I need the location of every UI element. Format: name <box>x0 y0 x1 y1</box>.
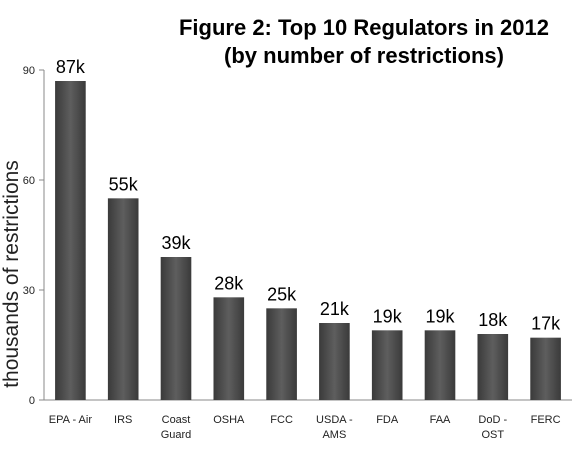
category-label: Guard <box>161 429 192 441</box>
y-axis-title: thousands of restrictions <box>0 160 23 388</box>
bars-group <box>55 81 561 400</box>
bar <box>530 337 561 400</box>
bar <box>477 334 509 400</box>
category-labels-group: EPA - Air IRS Coast Guard OSHA FCC USDA - AMS FD… <box>49 414 561 441</box>
data-label: 19k <box>373 306 403 326</box>
category-label: FDA <box>376 414 399 426</box>
data-label: 18k <box>478 310 508 330</box>
bar <box>213 297 245 400</box>
data-label: 87k <box>56 57 86 77</box>
category-label: OSHA <box>213 414 245 426</box>
category-label: FERC <box>531 414 561 426</box>
category-label: FAA <box>430 414 451 426</box>
category-label: IRS <box>114 414 132 426</box>
category-label: AMS <box>322 429 346 441</box>
category-label: FCC <box>270 414 293 426</box>
data-labels-group: 87k 55k 39k 28k 25k 21k 19k 19k 18k 17k <box>56 57 561 334</box>
y-axis-ticks: 0 30 60 90 <box>23 65 44 407</box>
bar <box>160 257 192 400</box>
category-label: EPA - Air <box>49 414 93 426</box>
y-tick-label: 60 <box>23 175 35 187</box>
data-label: 39k <box>161 233 191 253</box>
chart-title-line-1: Figure 2: Top 10 Regulators in 2012 <box>179 15 549 40</box>
bar <box>371 330 403 400</box>
data-label: 55k <box>109 174 139 194</box>
bar <box>107 198 139 400</box>
y-tick-label: 0 <box>29 395 35 407</box>
data-label: 17k <box>531 314 561 334</box>
category-label: OST <box>481 429 504 441</box>
data-label: 25k <box>267 284 297 304</box>
data-label: 28k <box>214 273 244 293</box>
bar <box>55 81 86 400</box>
category-label: Coast <box>162 414 191 426</box>
bar <box>266 308 297 400</box>
bar <box>424 330 456 400</box>
y-tick-label: 90 <box>23 65 35 77</box>
bar <box>319 323 350 400</box>
category-label: USDA - <box>316 414 353 426</box>
data-label: 21k <box>320 299 350 319</box>
data-label: 19k <box>425 306 455 326</box>
chart-title-line-2: (by number of restrictions) <box>224 43 504 68</box>
category-label: DoD - <box>478 414 507 426</box>
y-tick-label: 30 <box>23 285 35 297</box>
